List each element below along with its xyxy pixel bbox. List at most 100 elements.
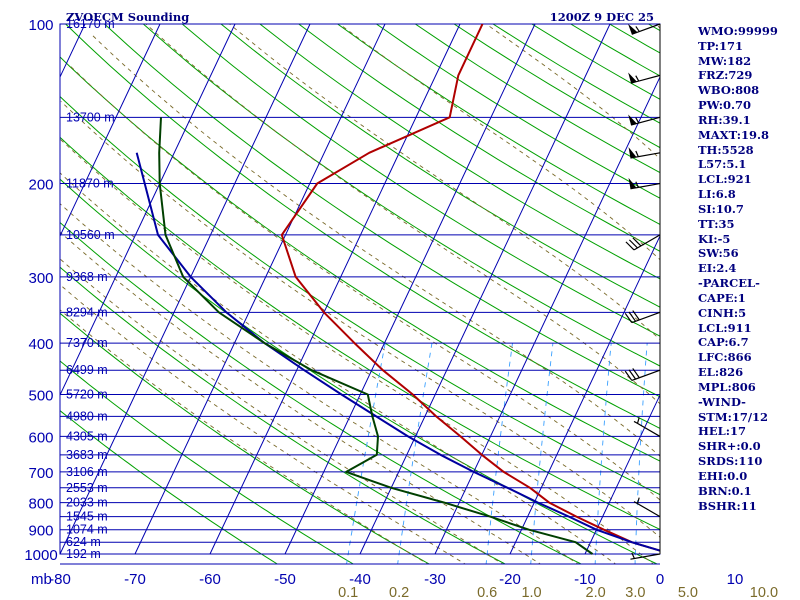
temperature-tick-label: -20 <box>499 571 521 588</box>
height-label: 10560 m <box>66 228 115 242</box>
temperature-tick-label: 10 <box>727 571 744 588</box>
wind-barb-pennant <box>628 72 637 84</box>
wind-barb-half-flag <box>635 117 640 124</box>
index-item: EHI:0.0 <box>698 468 748 483</box>
mixing-ratio-label: 0.2 <box>389 585 409 600</box>
dry-adiabat-line <box>60 312 431 564</box>
dry-adiabat-line <box>298 24 660 252</box>
wind-barb-pennant <box>628 147 637 159</box>
parcel-trace <box>135 152 660 552</box>
dry-adiabat-line <box>60 56 660 462</box>
mixing-ratio-label: 2.0 <box>586 585 606 600</box>
wind-barb-pennant <box>628 23 638 35</box>
dry-adiabat-line <box>142 24 660 367</box>
temperature-tick-label: -50 <box>274 571 296 588</box>
index-item: MW:182 <box>698 53 752 68</box>
index-item: -PARCEL- <box>698 276 760 291</box>
wind-barb-flag <box>632 310 640 321</box>
pressure-label: 100 <box>28 17 53 34</box>
height-label: 4305 m <box>66 429 108 443</box>
wind-barb-flag <box>628 311 637 322</box>
dry-adiabat-line <box>259 24 660 280</box>
height-label: 1545 m <box>66 510 108 524</box>
wind-barb <box>628 114 661 126</box>
height-label: 16170 m <box>66 17 115 31</box>
index-item: LFC:866 <box>698 350 752 365</box>
wind-barb-half-flag <box>631 552 635 559</box>
index-item: CINH:5 <box>698 305 747 320</box>
wind-barb <box>628 177 661 190</box>
moist-adiabat-line <box>60 231 542 564</box>
wind-barb-flag <box>624 312 633 323</box>
wind-barb <box>633 497 661 518</box>
isotherm-line <box>284 24 536 555</box>
isotherm-line <box>60 24 311 555</box>
dry-adiabat-line <box>65 24 660 429</box>
height-label: 2553 m <box>66 481 108 495</box>
temperature-tick-label: -40 <box>349 571 371 588</box>
mixing-ratio-label: 3.0 <box>625 585 645 600</box>
wind-barb-flag <box>628 369 637 380</box>
index-item: LI:6.8 <box>698 187 736 202</box>
wind-barb-staff <box>633 234 661 251</box>
dry-adiabat-line <box>60 221 583 564</box>
pressure-label: 700 <box>28 465 53 482</box>
wind-barb-staff <box>630 553 661 560</box>
height-label: 3683 m <box>66 448 108 462</box>
moist-adiabat-line <box>60 258 504 564</box>
height-label: 8294 m <box>66 305 108 319</box>
height-label: 13700 m <box>66 110 115 124</box>
height-label: 4980 m <box>66 409 108 423</box>
isotherm-line <box>359 24 611 555</box>
pressure-label: 1000 <box>24 547 57 564</box>
index-item: TT:35 <box>698 216 735 231</box>
dry-adiabat-line <box>181 24 660 337</box>
mixing-ratio-label: 10.0 <box>750 585 778 600</box>
index-item: TP:171 <box>698 38 744 53</box>
height-label: 5720 m <box>66 387 108 401</box>
temperature-tick-label: -10 <box>574 571 596 588</box>
wind-barb <box>628 147 661 159</box>
wind-barb-staff <box>633 501 661 518</box>
pressure-label: 300 <box>28 270 53 287</box>
wind-barb <box>628 23 661 35</box>
wind-barb-staff <box>631 311 661 324</box>
pressure-label: 200 <box>28 177 53 194</box>
wind-barb-staff <box>631 369 661 382</box>
wind-barb-half-flag <box>635 75 640 82</box>
index-item: SW:56 <box>698 246 739 261</box>
isotherm-line <box>584 393 660 555</box>
index-item: MPL:806 <box>698 379 756 394</box>
index-item: MAXT:19.8 <box>698 127 769 142</box>
dry-adiabat-line <box>60 360 355 564</box>
index-item: L57:5.1 <box>698 157 747 172</box>
wind-barb <box>630 552 661 560</box>
dry-adiabat-line <box>220 24 660 308</box>
dewpoint-trace <box>158 117 594 555</box>
height-label: 11870 m <box>66 177 114 191</box>
index-item: PW:0.70 <box>698 98 752 113</box>
index-item: WBO:808 <box>698 83 760 98</box>
moist-adiabat-line <box>229 24 660 341</box>
dry-adiabats <box>60 24 660 564</box>
moist-adiabat-line <box>60 284 467 564</box>
pressure-label: 900 <box>28 523 53 540</box>
dry-adiabat-line <box>60 136 660 531</box>
index-item: FRZ:729 <box>698 68 753 83</box>
wind-barb-flag <box>624 370 633 381</box>
index-item: LCL:921 <box>698 172 752 187</box>
moist-adiabat-line <box>69 65 660 501</box>
wind-barbs <box>624 23 661 560</box>
chart-title: ZVOECM Sounding <box>66 10 189 24</box>
temperature-tick-label: 0 <box>656 571 664 588</box>
index-item: -WIND- <box>698 394 746 409</box>
temperature-tick-label: -60 <box>199 571 221 588</box>
mixing-ratio-label: 0.1 <box>338 585 358 600</box>
wind-barb-half-flag <box>635 150 639 157</box>
height-label: 6499 m <box>66 363 108 377</box>
wind-barb-half-flag <box>636 417 640 424</box>
axis-labels: ZVOECM Sounding 1200Z 9 DEC 25 mb 0.1 0.2… <box>24 10 778 600</box>
wind-barb-half-flag <box>635 181 639 188</box>
index-item: BSHR:11 <box>698 498 757 513</box>
